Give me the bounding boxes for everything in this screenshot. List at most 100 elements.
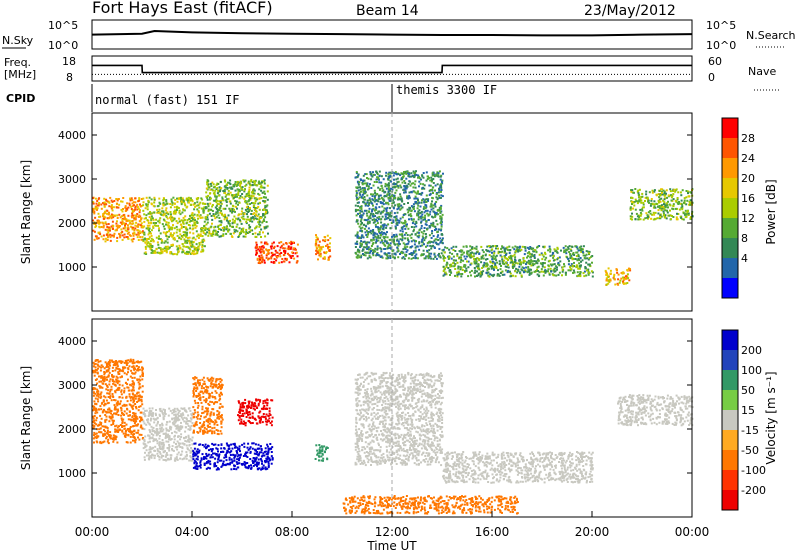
power-cell	[441, 179, 444, 182]
power-cell	[224, 207, 227, 210]
power-cell	[370, 202, 373, 204]
power-cell	[440, 180, 443, 183]
power-cell	[246, 232, 249, 234]
power-cell	[682, 218, 685, 221]
velocity-cell	[126, 386, 129, 389]
power-cell	[270, 247, 273, 250]
power-cell	[184, 252, 186, 255]
power-cell	[134, 224, 137, 227]
power-cell	[463, 265, 465, 268]
power-cell	[193, 246, 196, 249]
power-cell	[633, 191, 635, 194]
power-cell	[95, 208, 98, 211]
power-cell	[658, 190, 661, 192]
power-cell	[569, 253, 572, 255]
power-cell	[407, 227, 410, 230]
power-cell	[577, 249, 580, 252]
power-cell	[386, 213, 389, 216]
power-cell	[401, 230, 404, 233]
power-cell	[637, 218, 640, 221]
power-cell	[170, 213, 172, 216]
power-cell	[108, 226, 110, 229]
velocity-cell	[120, 417, 123, 420]
power-cell	[400, 221, 403, 224]
velocity-cell	[111, 380, 114, 382]
power-cell	[428, 189, 431, 192]
power-cell	[364, 251, 367, 254]
power-cell	[118, 232, 120, 235]
power-cell	[544, 253, 547, 256]
velocity-cell	[94, 392, 97, 395]
power-cell	[380, 185, 383, 187]
power-cell	[359, 178, 362, 181]
power-cell	[132, 232, 134, 235]
power-cell	[186, 231, 189, 234]
power-cell	[138, 215, 141, 218]
power-cell	[450, 271, 453, 274]
velocity-cell	[93, 400, 96, 403]
velocity-cell	[96, 441, 99, 444]
power-cell	[502, 259, 505, 262]
power-cell	[130, 205, 133, 208]
power-cell	[245, 193, 248, 196]
power-cell	[158, 227, 160, 230]
power-cell	[418, 229, 421, 232]
power-cell	[439, 175, 442, 178]
power-cell	[482, 257, 485, 260]
power-cell	[576, 265, 579, 268]
power-cell	[585, 253, 588, 256]
velocity-cell	[99, 369, 102, 372]
power-cell	[197, 237, 200, 239]
velocity-cell	[105, 369, 108, 372]
power-cell	[548, 272, 551, 275]
power-cell	[260, 260, 263, 263]
velocity-cell	[93, 431, 96, 434]
velocity-cell	[103, 377, 106, 380]
power-cell	[467, 250, 470, 253]
power-cell	[243, 189, 246, 192]
power-cell	[369, 214, 372, 217]
power-cell	[140, 222, 143, 225]
power-cell	[436, 183, 439, 186]
power-cell	[367, 177, 370, 180]
power-cell	[487, 274, 490, 277]
power-cell	[271, 242, 274, 245]
power-cell	[227, 230, 230, 233]
power-cell	[184, 226, 187, 229]
power-cell	[206, 183, 209, 186]
power-cell	[667, 206, 669, 209]
power-cell	[585, 261, 588, 264]
power-cell	[220, 212, 223, 215]
velocity-cell	[108, 415, 111, 418]
velocity-cell	[123, 389, 126, 392]
noise-right-tick-top: 10^5	[706, 19, 736, 32]
power-cell	[435, 228, 437, 230]
power-cell	[430, 202, 433, 205]
power-cell	[509, 249, 512, 252]
power-cell	[318, 252, 321, 255]
power-cell	[218, 186, 221, 189]
velocity-cell	[93, 415, 96, 417]
power-cell	[493, 268, 495, 271]
velocity-cell	[93, 425, 96, 428]
power-cell	[664, 206, 667, 209]
power-cell	[586, 269, 588, 272]
power-cell	[150, 229, 153, 232]
power-cell	[362, 174, 365, 177]
power-cell	[150, 212, 153, 215]
power-cell	[151, 246, 154, 248]
power-cell	[527, 266, 530, 268]
power-cell	[198, 203, 201, 206]
power-cell	[402, 222, 405, 225]
power-cell	[360, 195, 363, 198]
power-cell	[438, 170, 441, 173]
power-cell	[400, 178, 403, 181]
power-cell	[202, 211, 205, 214]
power-cell	[143, 220, 146, 223]
power-cell	[586, 257, 589, 260]
power-cell	[237, 194, 240, 196]
power-cell	[194, 248, 197, 251]
power-cell	[255, 213, 257, 216]
power-cell	[513, 248, 516, 251]
power-cell	[653, 200, 656, 203]
